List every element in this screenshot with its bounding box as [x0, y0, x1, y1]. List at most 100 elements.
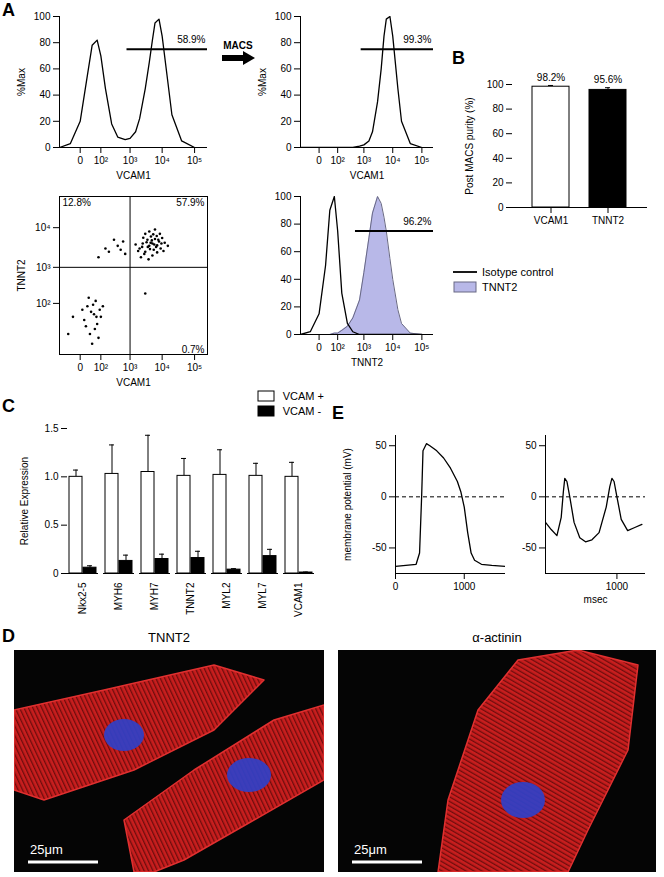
svg-text:98.2%: 98.2% [537, 72, 565, 83]
html-text:TNNT2: TNNT2 [482, 280, 518, 293]
svg-text:10⁵: 10⁵ [414, 155, 429, 166]
svg-text:96.2%: 96.2% [403, 216, 431, 227]
svg-text:1000: 1000 [453, 581, 476, 592]
svg-text:40: 40 [280, 89, 292, 100]
svg-text:57.9%: 57.9% [176, 197, 204, 208]
html-text:TNNT2: TNNT2 [148, 630, 190, 645]
svg-text:0: 0 [498, 202, 504, 213]
svg-text:0: 0 [531, 491, 537, 502]
svg-text:%Max: %Max [16, 68, 27, 96]
svg-text:MYH6: MYH6 [113, 582, 124, 610]
svg-text:100: 100 [34, 11, 51, 22]
svg-text:Relative Expression: Relative Expression [19, 457, 30, 545]
svg-text:10⁴: 10⁴ [385, 342, 400, 353]
svg-text:0: 0 [316, 342, 322, 353]
svg-text:80: 80 [492, 103, 504, 114]
svg-text:40: 40 [492, 153, 504, 164]
svg-text:TNNT2: TNNT2 [592, 215, 625, 226]
svg-text:0: 0 [53, 568, 59, 579]
svg-text:25μm: 25μm [354, 842, 387, 857]
svg-text:1000: 1000 [606, 581, 629, 592]
svg-text:50: 50 [525, 440, 537, 451]
html-text:VCAM +: VCAM + [282, 389, 324, 402]
svg-text:80: 80 [39, 37, 51, 48]
html-text:VCAM -: VCAM - [282, 404, 322, 417]
svg-text:60: 60 [39, 63, 51, 74]
svg-text:0: 0 [316, 155, 322, 166]
svg-text:msec: msec [584, 594, 608, 605]
svg-text:99.3%: 99.3% [403, 34, 431, 45]
svg-text:100: 100 [275, 191, 292, 202]
svg-text:20: 20 [280, 116, 292, 127]
svg-text:0: 0 [45, 142, 51, 153]
svg-text:10³: 10³ [36, 262, 51, 273]
svg-text:60: 60 [280, 63, 292, 74]
svg-text:80: 80 [280, 37, 292, 48]
svg-text:10²: 10² [330, 342, 345, 353]
svg-text:60: 60 [492, 128, 504, 139]
svg-text:-50: -50 [522, 542, 537, 553]
svg-text:10³: 10³ [123, 155, 138, 166]
svg-text:10⁴: 10⁴ [385, 155, 400, 166]
svg-text:1.0: 1.0 [45, 471, 59, 482]
svg-text:0.5: 0.5 [45, 519, 59, 530]
svg-text:0: 0 [286, 329, 292, 340]
svg-text:MYL7: MYL7 [257, 582, 268, 609]
svg-text:VCAM1: VCAM1 [350, 170, 385, 181]
svg-text:10⁴: 10⁴ [154, 155, 169, 166]
svg-text:10⁴: 10⁴ [154, 362, 169, 373]
svg-text:100: 100 [275, 11, 292, 22]
svg-text:20: 20 [39, 116, 51, 127]
svg-text:10²: 10² [94, 362, 109, 373]
svg-text:0.7%: 0.7% [182, 344, 205, 355]
svg-text:10⁵: 10⁵ [187, 362, 202, 373]
svg-text:20: 20 [280, 301, 292, 312]
svg-text:20: 20 [492, 177, 504, 188]
svg-text:50: 50 [375, 440, 387, 451]
svg-text:10³: 10³ [357, 155, 372, 166]
svg-text:10⁵: 10⁵ [414, 342, 429, 353]
html-text:A: A [2, 0, 15, 20]
svg-text:TNNT2: TNNT2 [351, 357, 384, 368]
svg-text:1.5: 1.5 [45, 423, 59, 434]
svg-text:MYL2: MYL2 [221, 582, 232, 609]
html-text:B: B [452, 48, 465, 68]
svg-text:40: 40 [280, 274, 292, 285]
svg-text:10³: 10³ [357, 342, 372, 353]
svg-text:TNNT2: TNNT2 [185, 582, 196, 615]
svg-text:40: 40 [39, 89, 51, 100]
svg-text:60: 60 [280, 246, 292, 257]
svg-text:10²: 10² [36, 298, 51, 309]
svg-text:VCAM1: VCAM1 [116, 377, 151, 388]
svg-text:0: 0 [381, 491, 387, 502]
svg-text:58.9%: 58.9% [177, 34, 205, 45]
svg-text:12.8%: 12.8% [63, 197, 91, 208]
svg-text:0: 0 [393, 581, 399, 592]
svg-text:80: 80 [280, 218, 292, 229]
svg-text:Nkx2-5: Nkx2-5 [77, 582, 88, 614]
svg-text:VCAM1: VCAM1 [116, 170, 151, 181]
svg-text:95.6%: 95.6% [594, 74, 622, 85]
svg-text:10²: 10² [94, 155, 109, 166]
svg-text:0: 0 [286, 142, 292, 153]
svg-text:VCAM1: VCAM1 [534, 215, 569, 226]
svg-text:Post MACS purity (%): Post MACS purity (%) [464, 97, 475, 194]
svg-text:0: 0 [77, 362, 83, 373]
svg-text:25μm: 25μm [30, 842, 63, 857]
html-text:Isotype control: Isotype control [482, 265, 554, 278]
svg-text:MYH7: MYH7 [149, 582, 160, 610]
svg-text:10⁴: 10⁴ [35, 222, 50, 233]
svg-text:10²: 10² [330, 155, 345, 166]
html-text:α-actinin: α-actinin [472, 630, 522, 645]
svg-text:0: 0 [77, 155, 83, 166]
html-text:C: C [2, 396, 15, 416]
svg-text:TNNT2: TNNT2 [16, 259, 27, 292]
svg-text:%Max: %Max [257, 68, 268, 96]
svg-text:membrane potential (mV): membrane potential (mV) [342, 448, 353, 561]
svg-text:-50: -50 [372, 542, 387, 553]
svg-text:10⁵: 10⁵ [187, 155, 202, 166]
svg-text:10³: 10³ [123, 362, 138, 373]
html-text:D: D [2, 626, 15, 646]
svg-text:100: 100 [487, 79, 504, 90]
svg-text:VCAM1: VCAM1 [293, 582, 304, 617]
